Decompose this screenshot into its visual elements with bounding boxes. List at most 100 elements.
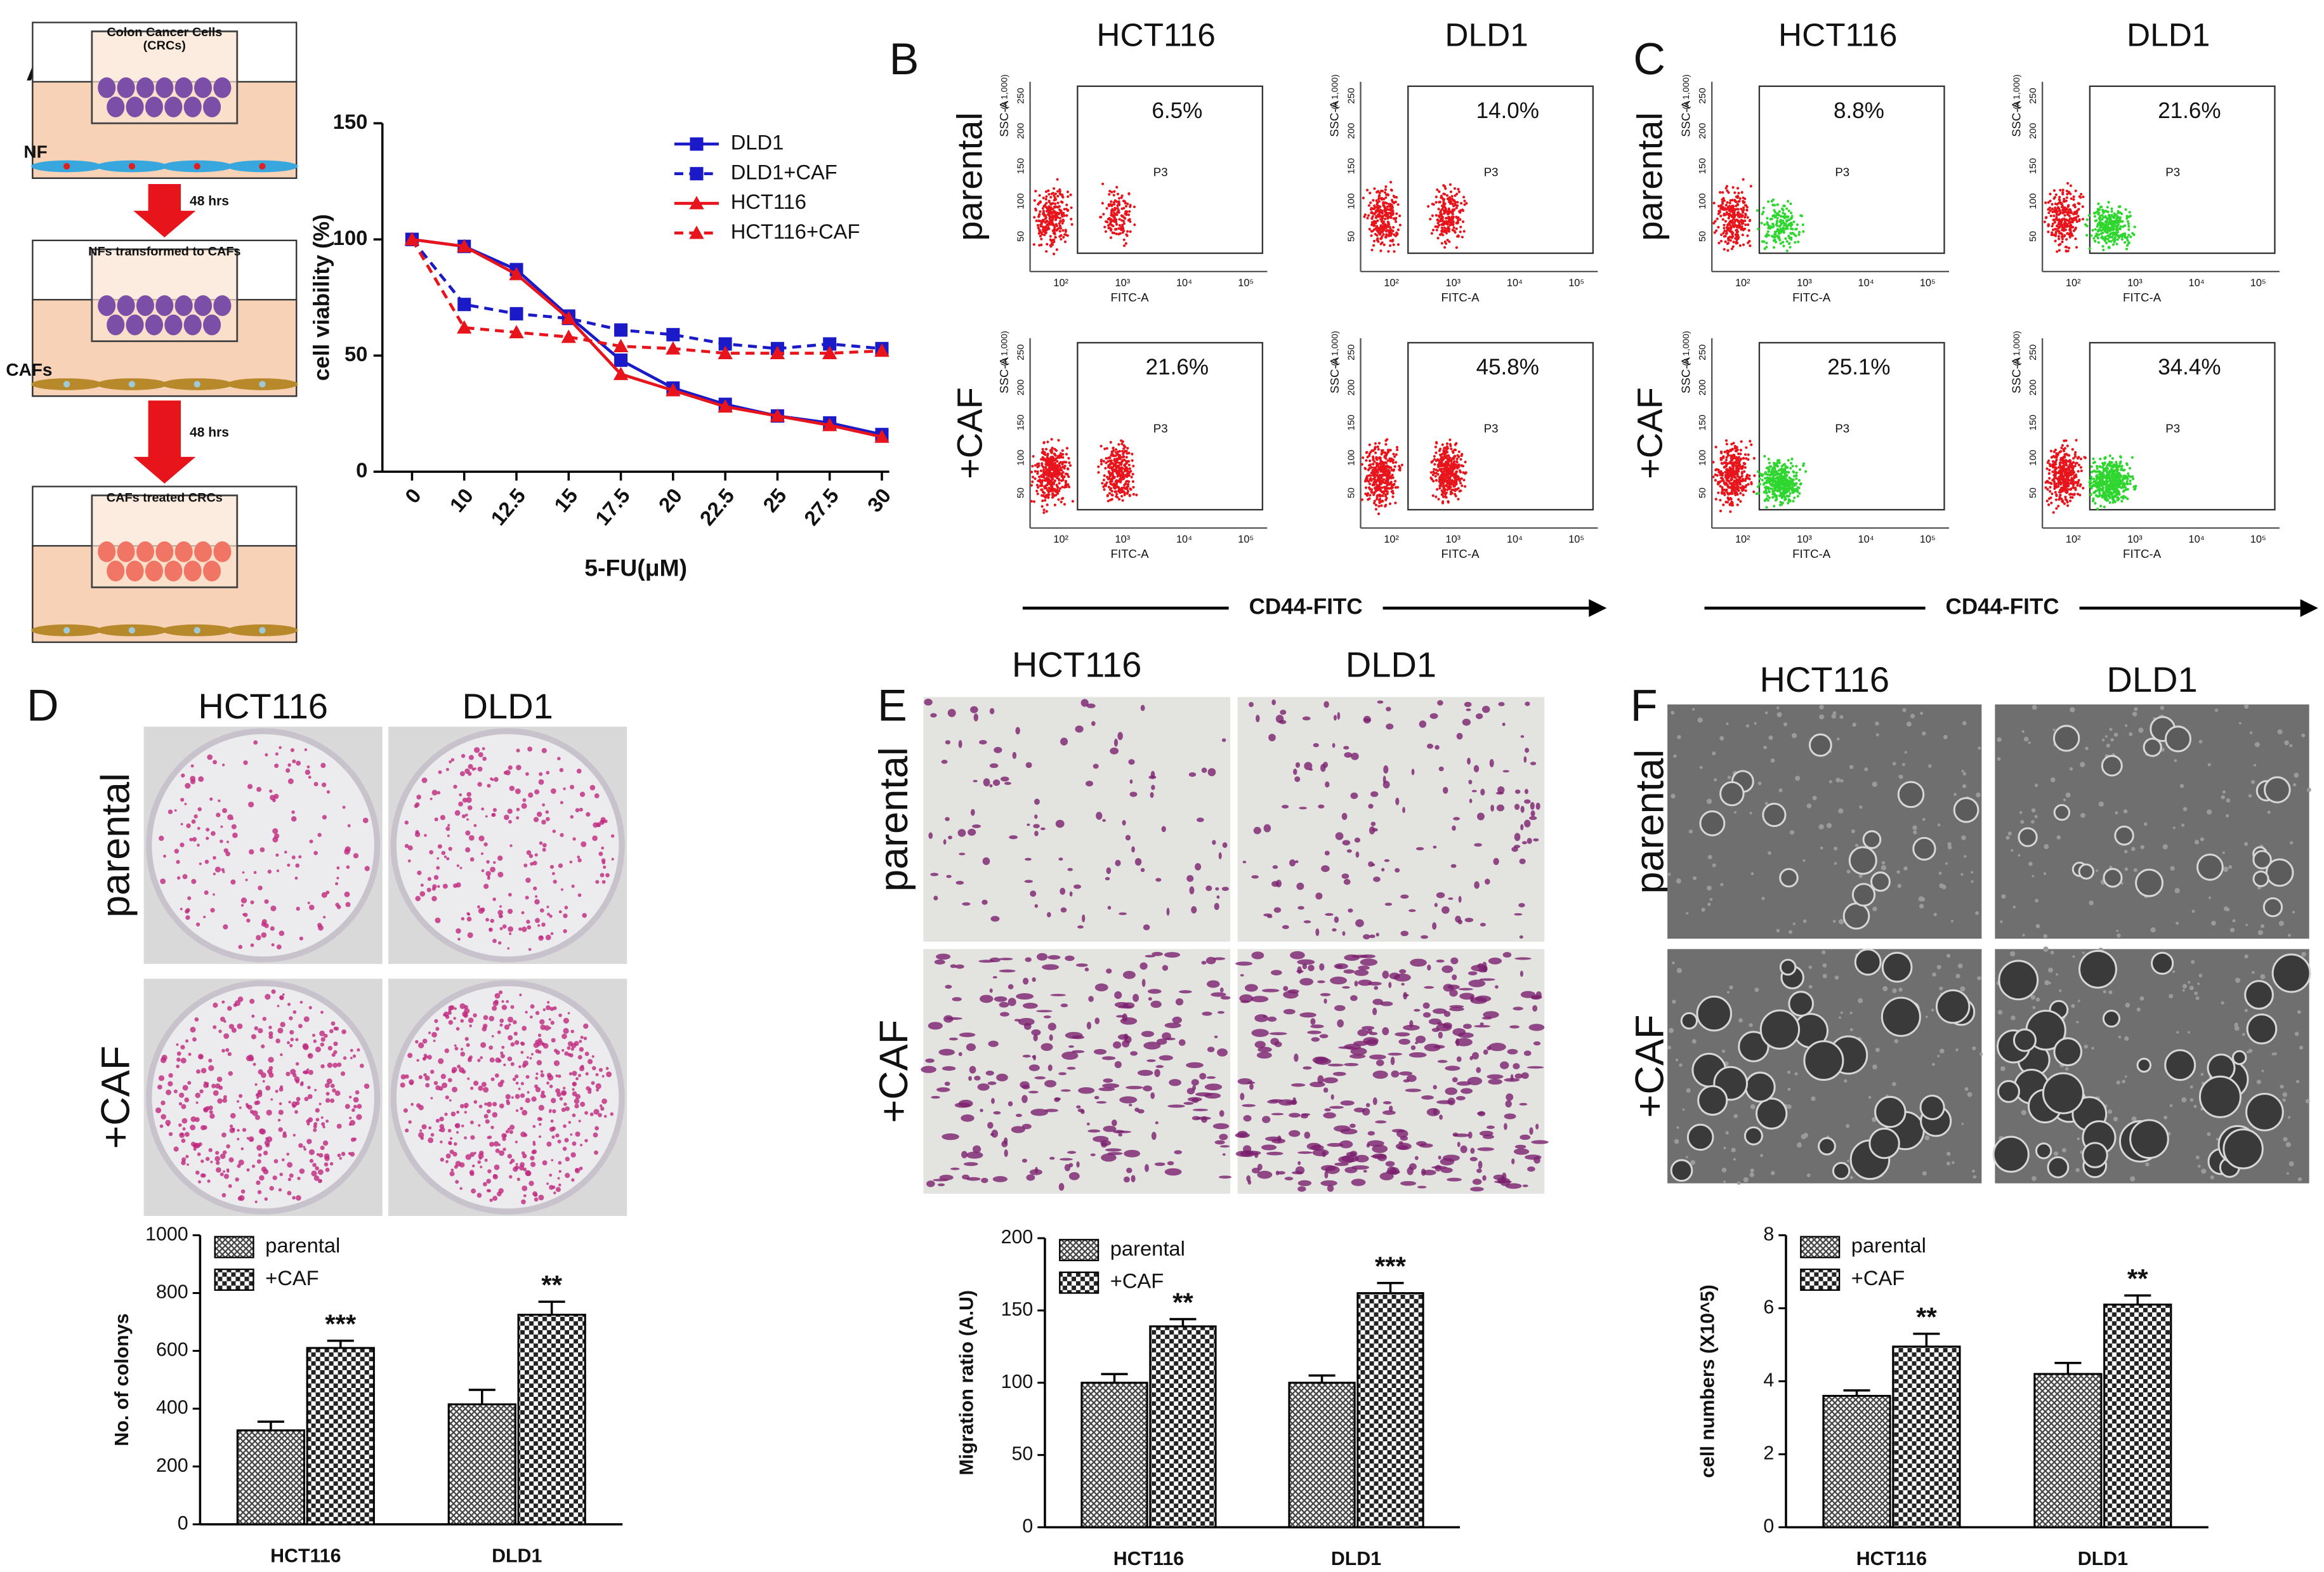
event bbox=[1767, 486, 1770, 490]
event bbox=[1377, 442, 1381, 445]
event bbox=[1440, 482, 1443, 486]
event bbox=[2057, 505, 2060, 508]
event bbox=[1454, 494, 1457, 498]
event bbox=[1782, 231, 1785, 234]
event bbox=[2110, 228, 2114, 231]
event bbox=[1126, 487, 1129, 491]
event bbox=[1378, 228, 1381, 232]
tick-label: 250 bbox=[1697, 88, 1708, 103]
event bbox=[1382, 197, 1386, 201]
event bbox=[1034, 464, 1037, 467]
event bbox=[1061, 220, 1065, 223]
event bbox=[1118, 466, 1121, 470]
event bbox=[1113, 208, 1117, 211]
tick-label: 100 bbox=[1016, 193, 1027, 209]
event bbox=[1726, 201, 1729, 204]
event bbox=[1449, 202, 1452, 205]
event bbox=[1452, 462, 1455, 465]
event bbox=[2054, 448, 2058, 452]
event bbox=[1368, 486, 1371, 489]
event bbox=[1736, 202, 1739, 206]
event bbox=[1460, 477, 1463, 480]
tick-label: 10⁴ bbox=[1507, 277, 1523, 289]
event bbox=[1054, 494, 1058, 497]
event bbox=[1124, 473, 1127, 477]
event bbox=[1726, 206, 1730, 209]
label: CAFs treated CRCs bbox=[107, 491, 223, 505]
event bbox=[1044, 227, 1047, 230]
tick-label: 150 bbox=[1016, 414, 1027, 430]
event bbox=[1038, 194, 1041, 197]
event bbox=[1374, 221, 1377, 225]
gate-label: P3 bbox=[1153, 421, 1168, 435]
event bbox=[1761, 474, 1764, 477]
event bbox=[1731, 462, 1735, 465]
event bbox=[1037, 202, 1040, 206]
axis-label: (x 1,000) bbox=[2011, 331, 2021, 366]
event bbox=[1429, 476, 1433, 480]
event bbox=[1063, 461, 1067, 464]
event bbox=[1456, 454, 1459, 457]
event bbox=[1794, 241, 1797, 244]
event bbox=[2055, 467, 2058, 470]
event bbox=[1369, 464, 1372, 467]
event bbox=[1386, 466, 1389, 469]
event bbox=[1042, 468, 1046, 472]
tick-label: 10⁴ bbox=[1176, 277, 1192, 289]
event bbox=[1391, 201, 1395, 204]
event bbox=[2054, 491, 2057, 494]
event bbox=[1743, 485, 1746, 489]
event bbox=[1037, 215, 1041, 218]
event bbox=[1053, 225, 1056, 228]
event bbox=[1055, 248, 1058, 251]
event bbox=[1731, 482, 1735, 485]
event bbox=[1740, 440, 1743, 443]
event bbox=[1434, 446, 1438, 449]
tick-label: 150 bbox=[1346, 158, 1357, 174]
event bbox=[1436, 221, 1440, 225]
event bbox=[2071, 493, 2075, 496]
event bbox=[1113, 228, 1117, 231]
event bbox=[1771, 203, 1775, 207]
event bbox=[2085, 218, 2089, 221]
event bbox=[1789, 246, 1792, 249]
event bbox=[1393, 250, 1396, 253]
event bbox=[1772, 225, 1775, 228]
event bbox=[1105, 461, 1108, 465]
event bbox=[1122, 486, 1126, 489]
gate-label: P3 bbox=[1835, 165, 1849, 178]
event bbox=[1058, 487, 1061, 490]
event bbox=[1373, 499, 1376, 503]
event bbox=[2074, 237, 2077, 241]
event bbox=[1448, 456, 1451, 459]
event bbox=[1046, 454, 1049, 458]
event bbox=[2057, 485, 2060, 488]
point bbox=[770, 345, 785, 359]
event bbox=[1118, 223, 1121, 227]
event bbox=[1775, 213, 1778, 216]
event bbox=[1389, 216, 1393, 220]
event bbox=[1721, 200, 1724, 204]
event bbox=[1737, 192, 1740, 195]
x-tick-label: 25 bbox=[758, 484, 791, 517]
event bbox=[1384, 201, 1387, 204]
event bbox=[1035, 219, 1038, 223]
event bbox=[1393, 482, 1396, 485]
event bbox=[1131, 480, 1135, 483]
event bbox=[1452, 204, 1455, 208]
event bbox=[1717, 480, 1720, 484]
event bbox=[1049, 449, 1052, 452]
event bbox=[2074, 189, 2077, 192]
event bbox=[2071, 470, 2075, 473]
event bbox=[1712, 475, 1715, 479]
event bbox=[1442, 223, 1445, 227]
tick-label: 10⁵ bbox=[2250, 277, 2266, 289]
event bbox=[1376, 219, 1379, 222]
event bbox=[1363, 215, 1366, 218]
event bbox=[1450, 459, 1453, 463]
event bbox=[1062, 235, 1065, 239]
event bbox=[2074, 486, 2077, 490]
event bbox=[1034, 470, 1037, 473]
event bbox=[2068, 219, 2071, 222]
event bbox=[1108, 456, 1112, 459]
